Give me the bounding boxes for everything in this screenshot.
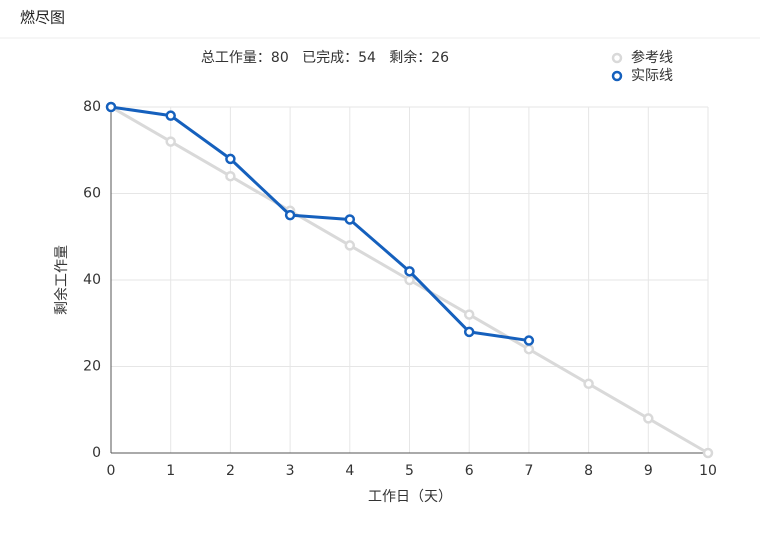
legend-label: 参考线 (631, 49, 673, 66)
x-tick-label: 7 (524, 463, 533, 479)
data-point (404, 274, 415, 286)
data-point (463, 326, 475, 338)
x-tick-label: 1 (166, 463, 175, 479)
legend-marker (611, 52, 623, 64)
legend-marker (611, 70, 623, 82)
x-tick-label: 2 (226, 463, 235, 479)
x-tick-label: 3 (286, 463, 295, 479)
data-point (225, 153, 236, 165)
data-point (702, 447, 714, 459)
x-tick-label: 10 (699, 463, 717, 479)
legend-label: 实际线 (631, 68, 673, 84)
y-tick-label: 0 (92, 445, 101, 461)
x-tick-label: 9 (644, 463, 653, 479)
x-tick-label: 5 (405, 463, 414, 479)
data-point (225, 170, 236, 182)
data-point (165, 110, 176, 121)
x-tick-label: 4 (345, 463, 354, 479)
data-point (404, 266, 415, 277)
y-tick-label: 20 (83, 359, 101, 375)
data-point (523, 343, 535, 355)
data-point (523, 335, 535, 346)
series-line (110, 105, 530, 343)
x-tick-label: 8 (584, 463, 593, 479)
y-tick-label: 60 (83, 186, 101, 202)
data-point (284, 209, 296, 221)
data-point (643, 413, 654, 424)
data-point (344, 240, 356, 251)
data-point (463, 309, 475, 320)
x-tick-label: 0 (107, 463, 116, 479)
data-point (105, 101, 117, 113)
y-tick-label: 80 (83, 99, 101, 115)
data-point (165, 136, 176, 147)
x-tick-label: 6 (465, 463, 474, 479)
y-axis-label: 剩余工作量 (53, 245, 70, 315)
data-point (344, 214, 356, 225)
chart-subtitle: 总工作量：80 已完成：54 剩余：26 (201, 49, 449, 66)
data-point (583, 378, 594, 390)
x-axis-label: 工作日（天） (368, 489, 452, 505)
page-title: 燃尽图 (20, 9, 65, 27)
y-tick-label: 40 (83, 272, 101, 288)
